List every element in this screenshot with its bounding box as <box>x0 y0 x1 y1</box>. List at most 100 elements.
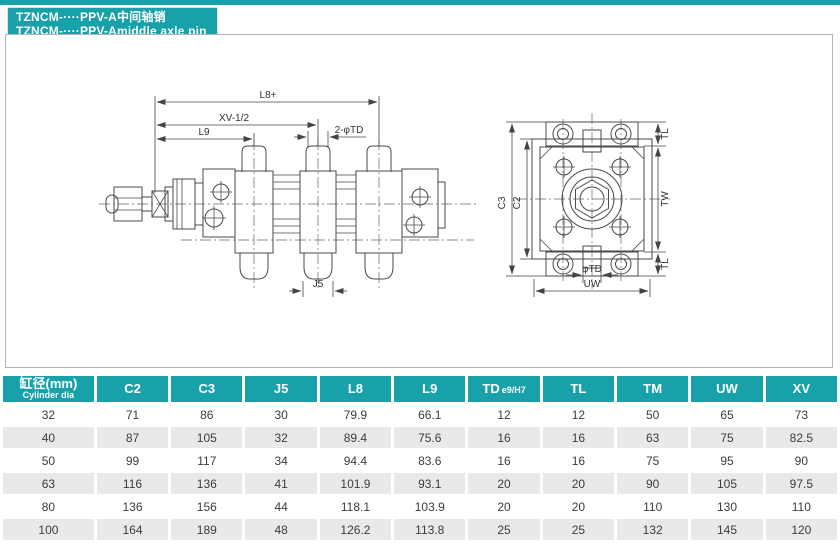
table-cell: 164 <box>96 519 169 540</box>
spec-table-body: 32 71 86 30 79.9 66.1 12 12 50 65 73 40 87 105 32 89.4 7… <box>3 404 837 540</box>
table-cell: 75 <box>691 427 763 448</box>
table-cell: 130 <box>716 499 738 514</box>
table-cell: 71 <box>125 407 140 422</box>
table-cell: 50 <box>646 407 660 422</box>
table-cell: 20 <box>468 473 540 494</box>
dim-label-c2: C2 <box>512 196 523 209</box>
side-view: L8+ XV-1/2 L9 2-φTD J5 <box>99 90 476 297</box>
table-cell: 12 <box>497 407 511 422</box>
table-cell: 132 <box>617 519 689 540</box>
table-row: 63 116 136 41 101.9 93.1 20 20 90 105 97.5 <box>3 473 837 494</box>
dim-label-l8: L8+ <box>260 90 277 101</box>
dim-label-tl-top: TL <box>660 128 671 140</box>
table-cell: 25 <box>468 519 540 540</box>
table-cell: 117 <box>197 453 217 468</box>
cell-cylinder-dia: 40 <box>3 427 94 448</box>
cell-cylinder-dia: 80 <box>41 499 56 514</box>
table-cell: 105 <box>691 473 763 494</box>
table-cell: 32 <box>245 427 317 448</box>
table-cell: 97.5 <box>765 473 837 494</box>
table-cell: 101.9 <box>319 473 392 494</box>
top-accent-bar <box>0 0 840 5</box>
dim-label-uw: UW <box>584 279 601 290</box>
table-cell: 16 <box>571 453 586 468</box>
cell-cylinder-dia: 100 <box>3 519 94 540</box>
technical-drawing-panel: L8+ XV-1/2 L9 2-φTD J5 <box>5 34 833 368</box>
dim-label-2td: 2-φTD <box>335 125 364 136</box>
table-cell: 73 <box>794 407 808 422</box>
col-header-tm: TM <box>617 376 689 402</box>
table-cell: 116 <box>96 473 169 494</box>
col-header-td: TD e9/H7 <box>468 376 540 402</box>
table-cell: 156 <box>196 499 217 514</box>
page-title-zh: TZNCM-····PPV-A中间轴销 <box>16 10 166 24</box>
dim-label-j5: J5 <box>313 279 324 290</box>
table-cell: 136 <box>122 499 143 514</box>
table-cell: 48 <box>245 519 317 540</box>
table-cell: 41 <box>245 473 317 494</box>
spec-table-header: 缸径(mm) Cylinder dia C2 C3 J5 L8 L9 TD e9/… <box>3 376 837 402</box>
table-cell: 75.6 <box>394 427 466 448</box>
table-cell: 99 <box>125 453 140 468</box>
table-cell: 95 <box>720 453 734 468</box>
technical-drawing: L8+ XV-1/2 L9 2-φTD J5 <box>99 90 671 297</box>
table-cell: 118.1 <box>340 499 370 514</box>
dim-label-l9: L9 <box>198 127 210 138</box>
table-cell: 126.2 <box>319 519 392 540</box>
col-header-l8: L8 <box>319 376 392 402</box>
dim-label-td: φTD <box>582 264 602 275</box>
table-cell: 82.5 <box>765 427 837 448</box>
table-row: 40 87 105 32 89.4 75.6 16 16 63 75 82.5 <box>3 427 837 448</box>
table-cell: 113.8 <box>394 519 466 540</box>
table-cell: 44 <box>274 499 288 514</box>
table-cell: 93.1 <box>394 473 466 494</box>
table-cell: 79.9 <box>343 407 368 422</box>
col-header-l9: L9 <box>394 376 466 402</box>
table-cell: 136 <box>171 473 243 494</box>
table-cell: 66.1 <box>418 407 442 422</box>
table-cell: 34 <box>274 453 288 468</box>
table-cell: 189 <box>171 519 243 540</box>
table-cell: 20 <box>571 499 586 514</box>
table-row: 50 99 117 34 94.4 83.6 16 16 75 95 90 <box>3 450 837 471</box>
table-cell: 16 <box>468 427 540 448</box>
table-cell: 94.4 <box>343 453 368 468</box>
table-cell: 12 <box>571 407 586 422</box>
cell-cylinder-dia: 50 <box>41 453 56 468</box>
table-cell: 120 <box>765 519 837 540</box>
dim-label-c3: C3 <box>497 196 508 209</box>
table-cell: 145 <box>691 519 763 540</box>
dim-label-xv: XV-1/2 <box>219 113 249 124</box>
table-row: 100 164 189 48 126.2 113.8 25 25 132 145 120 <box>3 519 837 540</box>
table-cell: 83.6 <box>418 453 442 468</box>
table-cell: 110 <box>791 499 811 514</box>
cell-cylinder-dia: 32 <box>41 407 56 422</box>
col-header-tl: TL <box>542 376 615 402</box>
table-cell: 30 <box>274 407 288 422</box>
table-row: 80 136 156 44 118.1 103.9 20 20 110 130 110 <box>3 496 837 517</box>
end-view: C3 C2 TL TW TL φTD UW <box>497 113 671 297</box>
table-cell: 90 <box>794 453 808 468</box>
table-cell: 16 <box>542 427 615 448</box>
table-cell: 65 <box>720 407 734 422</box>
spec-table: 缸径(mm) Cylinder dia C2 C3 J5 L8 L9 TD e9/… <box>0 374 840 542</box>
table-cell: 20 <box>497 499 511 514</box>
dim-label-tw: TW <box>660 191 671 207</box>
table-cell: 75 <box>646 453 660 468</box>
table-cell: 105 <box>171 427 243 448</box>
table-cell: 25 <box>542 519 615 540</box>
col-header-cylinder-dia: 缸径(mm) Cylinder dia <box>3 376 94 402</box>
cell-cylinder-dia: 63 <box>3 473 94 494</box>
table-cell: 63 <box>617 427 689 448</box>
col-header-c3: C3 <box>171 376 243 402</box>
col-header-j5: J5 <box>245 376 317 402</box>
table-cell: 86 <box>200 407 214 422</box>
table-cell: 90 <box>617 473 689 494</box>
table-cell: 87 <box>96 427 169 448</box>
table-cell: 110 <box>643 499 663 514</box>
col-header-xv: XV <box>765 376 837 402</box>
table-cell: 89.4 <box>319 427 392 448</box>
table-cell: 103.9 <box>414 499 445 514</box>
dim-label-tl-bottom: TL <box>660 258 671 270</box>
